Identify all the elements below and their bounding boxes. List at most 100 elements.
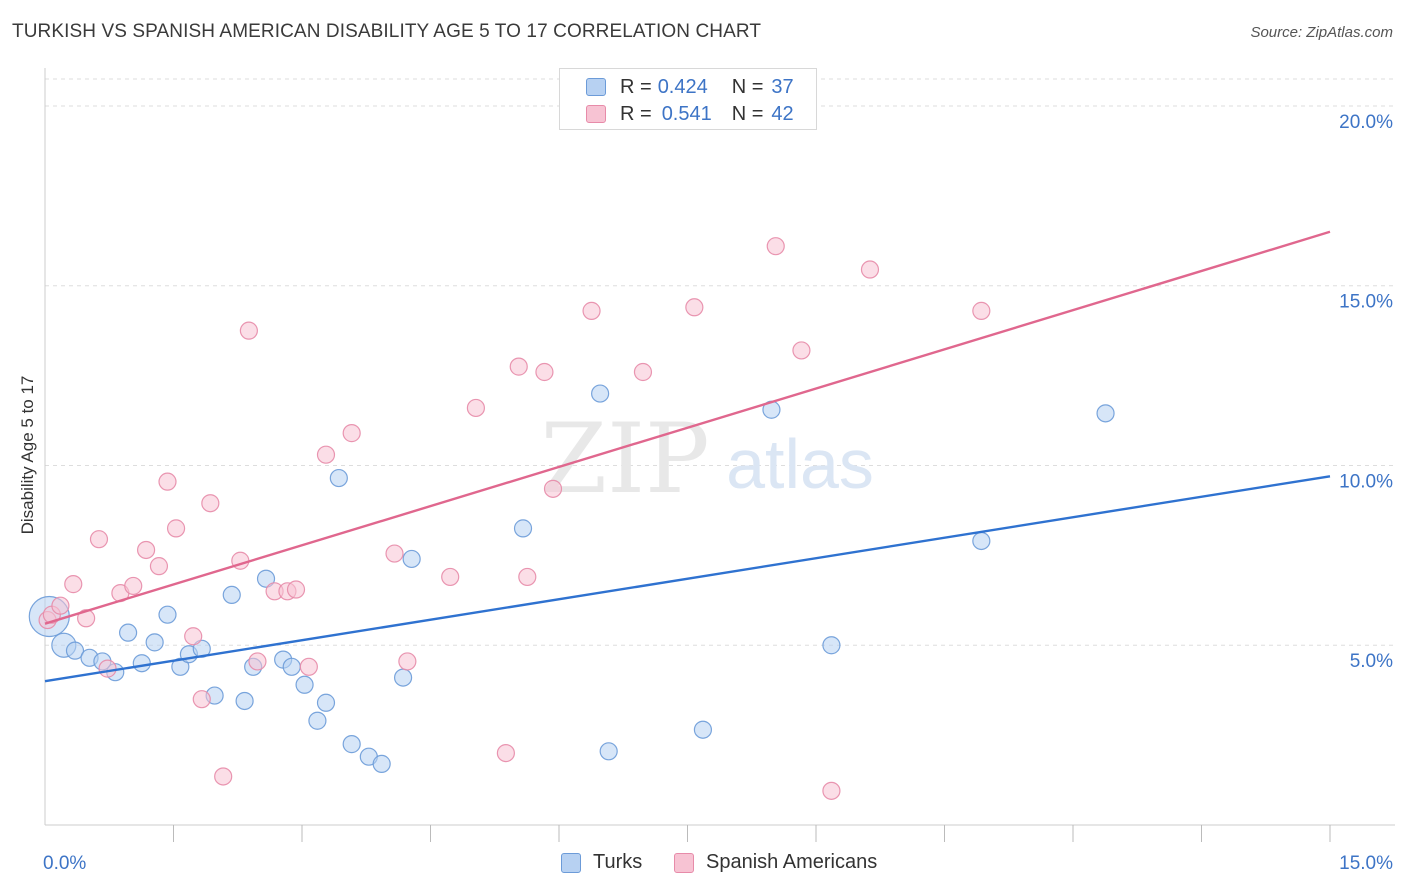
turks-point bbox=[118, 623, 138, 642]
turks-point bbox=[822, 636, 841, 655]
label-layer: 5.0% 10.0% 15.0% 20.0% 0.0% 15.0% bbox=[43, 112, 1393, 874]
watermark: ZIP atlas bbox=[540, 403, 874, 515]
turks-legend-swatch bbox=[561, 852, 581, 873]
spanish-point bbox=[792, 341, 811, 360]
turks-point bbox=[329, 468, 348, 488]
spanish-point bbox=[98, 659, 117, 678]
turks-point bbox=[591, 384, 610, 403]
turks-point bbox=[132, 654, 151, 673]
spanish-point bbox=[136, 540, 156, 560]
turks-point bbox=[235, 691, 254, 711]
spanish-point bbox=[201, 494, 220, 513]
turks-point bbox=[295, 675, 314, 694]
turks-point bbox=[402, 549, 421, 569]
y-tick-label: 15.0% bbox=[1339, 292, 1393, 313]
correlation-legend: R = 0.424 N = 37 R = 0.541 N = 42 bbox=[559, 68, 817, 130]
spanish-trend-line bbox=[44, 230, 1331, 625]
r-label: R = bbox=[620, 102, 652, 125]
spanish-point bbox=[286, 580, 306, 599]
turks-point bbox=[372, 754, 391, 773]
spanish-point bbox=[633, 362, 653, 382]
spanish-point bbox=[441, 567, 460, 587]
turks-point bbox=[65, 641, 85, 660]
spanish-point bbox=[77, 609, 96, 628]
turks-point bbox=[599, 742, 618, 761]
spanish-point bbox=[972, 301, 991, 320]
legend-item-turks[interactable]: Turks bbox=[561, 851, 642, 874]
spanish-point bbox=[239, 321, 258, 340]
turks-point bbox=[158, 605, 177, 624]
turks-point bbox=[145, 633, 164, 652]
axis-layer bbox=[44, 68, 1395, 842]
spanish-point bbox=[149, 557, 169, 576]
legend-row-spanish: R = 0.541 N = 42 bbox=[586, 101, 794, 127]
spanish-point bbox=[766, 237, 785, 256]
spanish-point bbox=[496, 743, 515, 763]
r-value: 0.541 bbox=[661, 102, 712, 125]
spanish-point bbox=[509, 357, 528, 376]
spanish-point bbox=[192, 690, 211, 709]
watermark-atlas: atlas bbox=[726, 425, 874, 503]
spanish-point bbox=[158, 472, 177, 491]
turks-point bbox=[282, 657, 301, 676]
trend-layer bbox=[44, 230, 1331, 683]
turks-trend-line bbox=[44, 475, 1331, 683]
spanish-point bbox=[166, 519, 186, 538]
y-tick-label: 20.0% bbox=[1339, 112, 1393, 133]
y-tick-label: 5.0% bbox=[1350, 651, 1393, 672]
spanish-point bbox=[543, 479, 563, 498]
source-label: Source: ZipAtlas.com bbox=[1250, 24, 1393, 41]
spanish-point bbox=[248, 652, 267, 671]
turks-point bbox=[171, 657, 190, 676]
n-value: 42 bbox=[771, 102, 794, 125]
turks-point bbox=[693, 720, 713, 739]
n-label: N = bbox=[731, 102, 764, 125]
turks-point bbox=[342, 735, 361, 754]
watermark-zip: ZIP bbox=[540, 403, 709, 515]
spanish-point bbox=[184, 627, 203, 646]
legend-row-turks: R = 0.424 N = 37 bbox=[586, 74, 794, 100]
spanish-point bbox=[342, 424, 361, 443]
y-axis-label: Disability Age 5 to 17 bbox=[18, 375, 37, 535]
y-tick-label: 10.0% bbox=[1339, 471, 1393, 492]
turks-point bbox=[972, 531, 991, 551]
r-label: R = bbox=[620, 75, 652, 98]
spanish-point bbox=[582, 301, 601, 320]
spanish-point bbox=[89, 530, 109, 549]
turks-point bbox=[222, 585, 241, 605]
spanish-point bbox=[466, 398, 486, 418]
legend-item-spanish[interactable]: Spanish Americans bbox=[674, 851, 877, 874]
spanish-point bbox=[518, 567, 537, 587]
spanish-point bbox=[51, 596, 70, 615]
n-label: N = bbox=[731, 75, 764, 98]
turks-swatch bbox=[586, 78, 606, 96]
spanish-point bbox=[860, 260, 880, 279]
chart-title: TURKISH VS SPANISH AMERICAN DISABILITY A… bbox=[12, 21, 762, 42]
turks-point bbox=[1096, 404, 1115, 423]
spanish-point bbox=[299, 657, 318, 676]
spanish-swatch bbox=[586, 105, 606, 123]
spanish-point bbox=[385, 544, 404, 563]
turks-point bbox=[308, 711, 327, 730]
spanish-point bbox=[398, 652, 417, 671]
x-tick-label: 15.0% bbox=[1339, 853, 1393, 874]
turks-point bbox=[393, 668, 413, 687]
spanish-point bbox=[822, 781, 841, 800]
turks-point bbox=[513, 519, 533, 538]
spanish-point bbox=[214, 767, 233, 786]
points-layer bbox=[28, 237, 1115, 800]
spanish-point bbox=[316, 445, 336, 464]
spanish-point bbox=[124, 576, 143, 596]
spanish-point bbox=[535, 362, 554, 382]
x-tick-label: 0.0% bbox=[43, 853, 86, 874]
series-legend: Turks Spanish Americans bbox=[0, 851, 1406, 877]
spanish-point bbox=[64, 575, 83, 594]
turks-point bbox=[256, 569, 276, 588]
spanish-point bbox=[685, 298, 704, 317]
spanish-legend-label: Spanish Americans bbox=[706, 851, 878, 873]
turks-legend-label: Turks bbox=[593, 851, 643, 873]
spanish-legend-swatch bbox=[674, 852, 694, 873]
r-value: 0.424 bbox=[657, 75, 708, 98]
turks-point bbox=[316, 693, 336, 712]
